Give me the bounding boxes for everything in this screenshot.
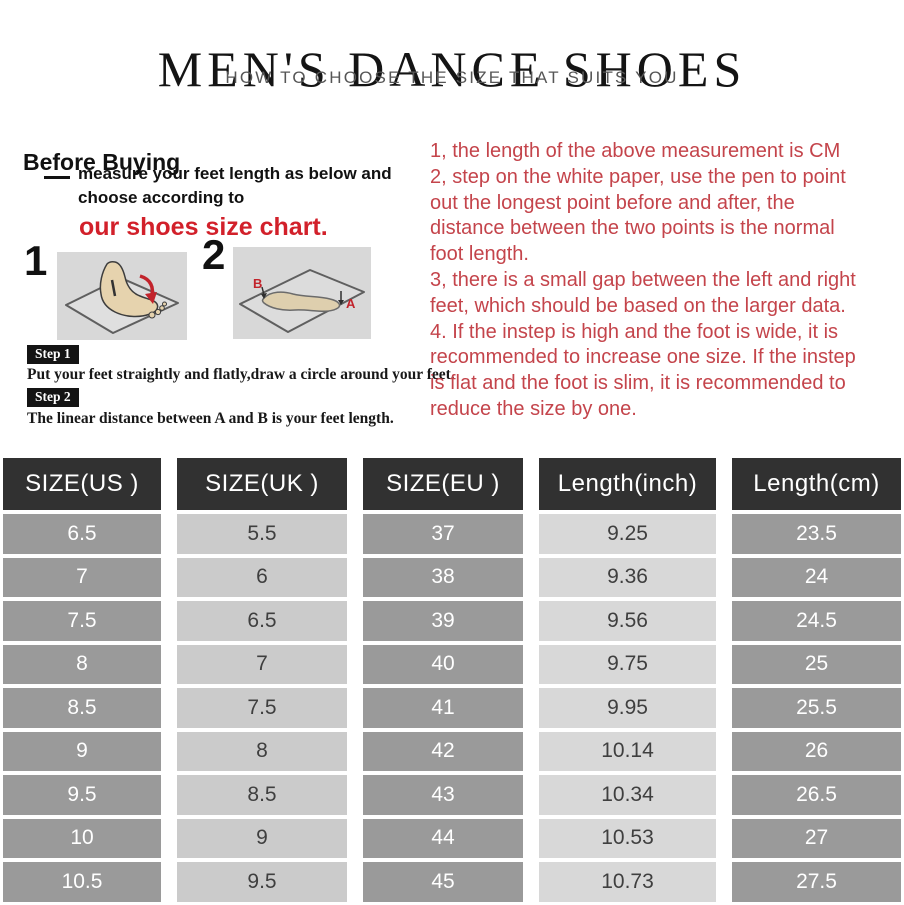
size-table-cell: 42 [363,731,523,771]
size-table-header-cell: Length(inch) [539,458,716,510]
size-table-cell: 9.36 [539,557,716,597]
size-table-cell: 44 [363,818,523,858]
size-table-cell: 10.34 [539,775,716,815]
size-table-cell: 10.53 [539,818,716,858]
foot-outline-trace-icon: B A [233,247,371,339]
step-1-number: 1 [24,237,48,284]
size-table-cell: 8.5 [177,775,347,815]
size-table-header-cell: Length(cm) [732,458,901,510]
size-table-header-cell: SIZE(UK ) [177,458,347,510]
size-table-cell: 37 [363,514,523,554]
size-table-cell: 27 [732,818,901,858]
size-table-cell: 24 [732,557,901,597]
size-table-cell: 9.5 [3,775,161,815]
size-table-cell: 8 [3,644,161,684]
size-table-cell: 25 [732,644,901,684]
instruction-line: measure your feet length as below and [78,164,392,183]
note-line: 1, the length of the above measurement i… [430,140,841,162]
step-2-text: The linear distance between A and B is y… [27,410,394,427]
size-table-cell: 10 [3,818,161,858]
note-line: distance between the two points is the n… [430,217,835,240]
size-table-cell: 38 [363,557,523,597]
size-table: SIZE(US ) SIZE(UK ) SIZE(EU ) Length(inch) L… [3,458,901,902]
size-table-cell: 26 [732,731,901,771]
size-table-cell: 10.14 [539,731,716,771]
size-table-cell: 9.75 [539,644,716,684]
size-table-cell: 10.5 [3,862,161,902]
size-table-cell: 27.5 [732,862,901,902]
size-table-cell: 9.5 [177,862,347,902]
before-buying-heading: Before Buying [23,149,181,176]
size-table-cell: 9.25 [539,514,716,554]
size-table-cell: 24.5 [732,601,901,641]
size-table-cell: 8.5 [3,688,161,728]
note-line: 3, there is a small gap between the left… [430,268,856,291]
measurement-notes: 1, the length of the above measurement i… [430,139,904,423]
step-2-badge: Step 2 [27,388,79,407]
size-table-cell: 23.5 [732,514,901,554]
note-line: reduce the size by one. [430,397,637,420]
page-title: MEN'S DANCE SHOES [157,40,747,97]
size-table-cell: 8 [177,731,347,771]
note-line: is flat and the foot is slim, it is reco… [430,372,846,395]
note-line: 4. If the instep is high and the foot is… [430,320,839,343]
size-table-cell: 9 [3,731,161,771]
note-line: feet, which should be based on the large… [430,294,846,317]
size-table-cell: 43 [363,775,523,815]
size-table-cell: 10.73 [539,862,716,902]
marker-a-label: A [346,296,356,311]
size-table-header-cell: SIZE(EU ) [363,458,523,510]
size-table-header-cell: SIZE(US ) [3,458,161,510]
page-subtitle: HOW TO CHOOSE THE SIZE THAT SUITS YOU [225,68,679,87]
size-table-cell: 45 [363,862,523,902]
size-table-cell: 40 [363,644,523,684]
size-table-cell: 7.5 [3,601,161,641]
size-chart-highlight: our shoes size chart. [79,213,328,241]
instruction-line: choose according to [78,188,245,207]
size-table-cell: 5.5 [177,514,347,554]
size-table-cell: 39 [363,601,523,641]
size-table-cell: 9.95 [539,688,716,728]
size-table-cell: 26.5 [732,775,901,815]
note-line: 2, step on the white paper, use the pen … [430,165,846,188]
size-table-cell: 7 [177,644,347,684]
note-line: foot length. [430,243,529,266]
size-table-cell: 25.5 [732,688,901,728]
note-line: out the longest point before and after, … [430,191,795,214]
dash-bullet [44,176,70,179]
size-table-cell: 41 [363,688,523,728]
size-table-cell: 6.5 [177,601,347,641]
foot-on-paper-icon [57,252,187,340]
size-table-cell: 7.5 [177,688,347,728]
size-table-cell: 7 [3,557,161,597]
step-1-text: Put your feet straightly and flatly,draw… [27,366,455,383]
step-1-badge: Step 1 [27,345,79,364]
size-table-cell: 6 [177,557,347,597]
step-2-number: 2 [202,231,226,278]
marker-b-label: B [253,276,262,291]
note-line: recommended to increase one size. If the… [430,346,856,369]
size-table-cell: 6.5 [3,514,161,554]
size-table-cell: 9 [177,818,347,858]
size-table-cell: 9.56 [539,601,716,641]
